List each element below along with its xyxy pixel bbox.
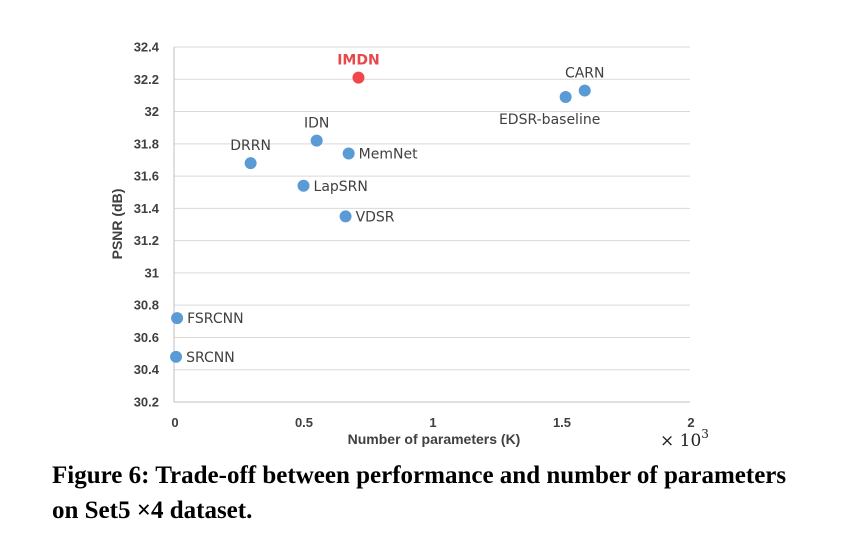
point-label-srcnn: SRCNN	[186, 350, 235, 366]
point-idn	[310, 134, 323, 147]
x-axis-multiplier-exponent: 3	[701, 427, 709, 441]
y-tick-label: 30.8	[134, 298, 159, 313]
point-drrn	[244, 157, 257, 170]
point-edsr-baseline	[559, 91, 572, 104]
y-tick-label: 32.4	[134, 40, 160, 55]
y-axis-label: PSNR (dB)	[109, 189, 125, 260]
point-labels: SRCNN FSRCNN DRRN LapSRN IDN VDSR MemNet IMDN ED…	[186, 53, 604, 366]
x-tick-label: 1.5	[553, 415, 571, 430]
y-tick-label: 31.4	[134, 201, 160, 216]
point-label-memnet: MemNet	[359, 147, 418, 163]
figure-caption: Figure 6: Trade-off between performance …	[52, 462, 787, 524]
x-tick-label: 1	[429, 415, 436, 430]
point-label-idn: IDN	[304, 116, 329, 132]
y-tick-label: 31.2	[134, 233, 159, 248]
point-label-vdsr: VDSR	[356, 209, 395, 225]
point-label-imdn: IMDN	[337, 53, 379, 69]
point-label-edsr-baseline: EDSR-baseline	[499, 112, 600, 128]
point-label-lapsrn: LapSRN	[314, 179, 368, 195]
x-axis-label: Number of parameters (K)	[348, 431, 521, 447]
point-memnet	[342, 147, 355, 160]
axes	[173, 47, 690, 403]
y-tick-label: 30.6	[134, 330, 159, 345]
y-tick-label: 30.4	[134, 362, 160, 377]
y-tick-labels: 30.2 30.4 30.6 30.8 31 31.2 31.4 31.6 31.8 32 32.2…	[134, 40, 160, 410]
point-label-fsrcnn: FSRCNN	[187, 311, 243, 327]
y-tick-label: 32.2	[134, 72, 159, 87]
x-axis-multiplier: × 103	[660, 427, 709, 451]
y-tick-label: 31.8	[134, 136, 159, 151]
y-tick-label: 31.6	[134, 169, 159, 184]
y-tick-label: 31	[145, 265, 159, 280]
point-carn	[578, 84, 591, 97]
point-vdsr	[339, 210, 352, 223]
point-imdn	[352, 71, 365, 84]
point-label-carn: CARN	[565, 66, 605, 82]
point-lapsrn	[297, 179, 310, 192]
scatter-chart: 30.230.430.630.83131.231.431.631.83232.2…	[109, 40, 709, 452]
x-axis-multiplier-base: × 10	[660, 431, 701, 451]
x-tick-label: 0	[171, 415, 178, 430]
gridlines	[174, 46, 690, 371]
x-tick-label: 2	[687, 415, 694, 430]
point-label-drrn: DRRN	[230, 138, 271, 154]
data-points	[170, 71, 591, 363]
x-tick-label: 0.5	[295, 415, 313, 430]
x-tick-labels: 0 0.5 1 1.5 2	[171, 415, 694, 430]
y-tick-label: 30.2	[134, 395, 159, 410]
y-tick-label: 32	[145, 104, 159, 119]
point-srcnn	[170, 350, 183, 363]
point-fsrcnn	[171, 312, 184, 325]
